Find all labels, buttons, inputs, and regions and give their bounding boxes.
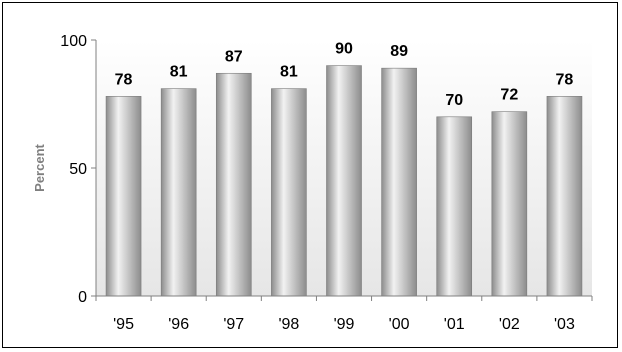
labels-group: 78 '95 81 '96 87 '97 81 '98 90 '99 89 '00 70 '01 72 '02… [60, 33, 575, 333]
bar-8 [546, 96, 583, 297]
bar-0 [105, 96, 142, 297]
axes-group [91, 39, 593, 301]
bar-5 [381, 67, 417, 297]
data-label-8: 78 [556, 71, 574, 88]
y-tick-label-1: 50 [69, 161, 87, 178]
data-label-0: 78 [115, 71, 133, 88]
data-label-6: 70 [445, 92, 463, 109]
x-tick-label-8: '03 [554, 316, 575, 333]
data-label-1: 81 [170, 64, 188, 81]
data-label-3: 81 [280, 64, 298, 81]
x-tick-label-2: '97 [223, 316, 244, 333]
data-label-5: 89 [390, 43, 408, 60]
y-tick-label-0: 0 [78, 289, 87, 306]
bar-6 [436, 116, 473, 297]
x-tick-label-6: '01 [444, 316, 465, 333]
x-tick-label-5: '00 [389, 316, 410, 333]
data-label-4: 90 [335, 41, 353, 58]
bar-3 [271, 88, 307, 297]
bar-1 [160, 88, 197, 297]
data-label-2: 87 [225, 48, 243, 65]
bars-group [105, 65, 583, 297]
bar-2 [215, 72, 252, 297]
x-tick-label-0: '95 [113, 316, 134, 333]
bar-4 [326, 65, 362, 297]
y-axis-title: Percent [32, 143, 47, 191]
x-tick-label-1: '96 [168, 316, 189, 333]
data-label-7: 72 [500, 87, 518, 104]
x-tick-label-7: '02 [499, 316, 520, 333]
x-tick-label-3: '98 [278, 316, 299, 333]
x-tick-label-4: '99 [334, 316, 355, 333]
bar-7 [491, 111, 528, 297]
y-tick-label-2: 100 [60, 33, 87, 50]
